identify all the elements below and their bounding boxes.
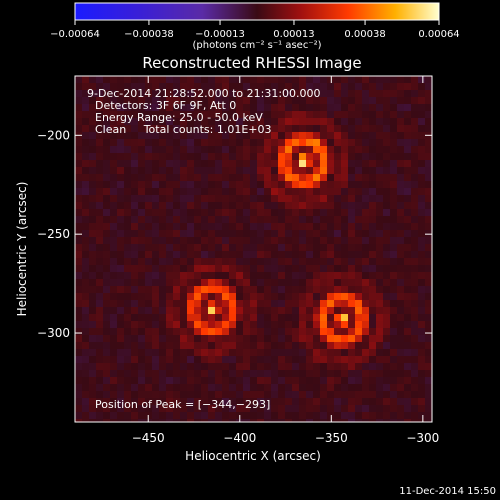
colorbar-tick-label: 0.00064 [418, 29, 459, 40]
plot-area: −450 −400 −350 −300 −200 −250 −300 [37, 75, 439, 445]
colorbar-gradient [74, 2, 440, 21]
plot-frame [74, 75, 433, 423]
annotation-detectors: Detectors: 3F 6F 9F, Att 0 [95, 99, 236, 112]
x-tick-label: −300 [406, 431, 439, 445]
y-tick-label: −200 [37, 128, 70, 142]
peak-position-label: Position of Peak = [−344,−293] [95, 398, 270, 411]
chart-title: Reconstructed RHESSI Image [142, 54, 361, 72]
colorbar-units: (photons cm⁻² s⁻¹ asec⁻²) [192, 40, 321, 51]
annotation-time-range: 9-Dec-2014 21:28:52.000 to 21:31:00.000 [87, 87, 321, 100]
y-tick-label: −300 [37, 326, 70, 340]
y-tick-label: −250 [37, 227, 70, 241]
y-axis-ticks: −200 −250 −300 [37, 128, 432, 340]
annotation-block: 9-Dec-2014 21:28:52.000 to 21:31:00.000 … [87, 87, 321, 411]
annotation-energy-range: Energy Range: 25.0 - 50.0 keV [95, 111, 263, 124]
x-tick-label: −350 [315, 431, 348, 445]
colorbar-tick-label: −0.00013 [195, 29, 245, 40]
annotation-clean-counts: Clean Total counts: 1.01E+03 [95, 123, 272, 136]
x-tick-label: −450 [132, 431, 165, 445]
x-tick-label: −400 [223, 431, 256, 445]
x-axis-label: Heliocentric X (arcsec) [185, 449, 321, 463]
x-axis-ticks: −450 −400 −350 −300 [132, 76, 439, 445]
colorbar-tick-label: −0.00064 [50, 29, 100, 40]
heatmap [75, 76, 432, 422]
colorbar-tick-label: −0.00038 [124, 29, 174, 40]
y-axis-label: Heliocentric Y (arcsec) [15, 182, 29, 317]
colorbar-tick-label: 0.00038 [344, 29, 385, 40]
colorbar: −0.00064 −0.00038 −0.00013 0.00013 0.00038 0.… [50, 2, 460, 51]
colorbar-tick-label: 0.00013 [273, 29, 314, 40]
footer-timestamp: 11-Dec-2014 15:50 [399, 486, 496, 497]
colorbar-ticks: −0.00064 −0.00038 −0.00013 0.00013 0.00038 0.… [50, 20, 460, 40]
